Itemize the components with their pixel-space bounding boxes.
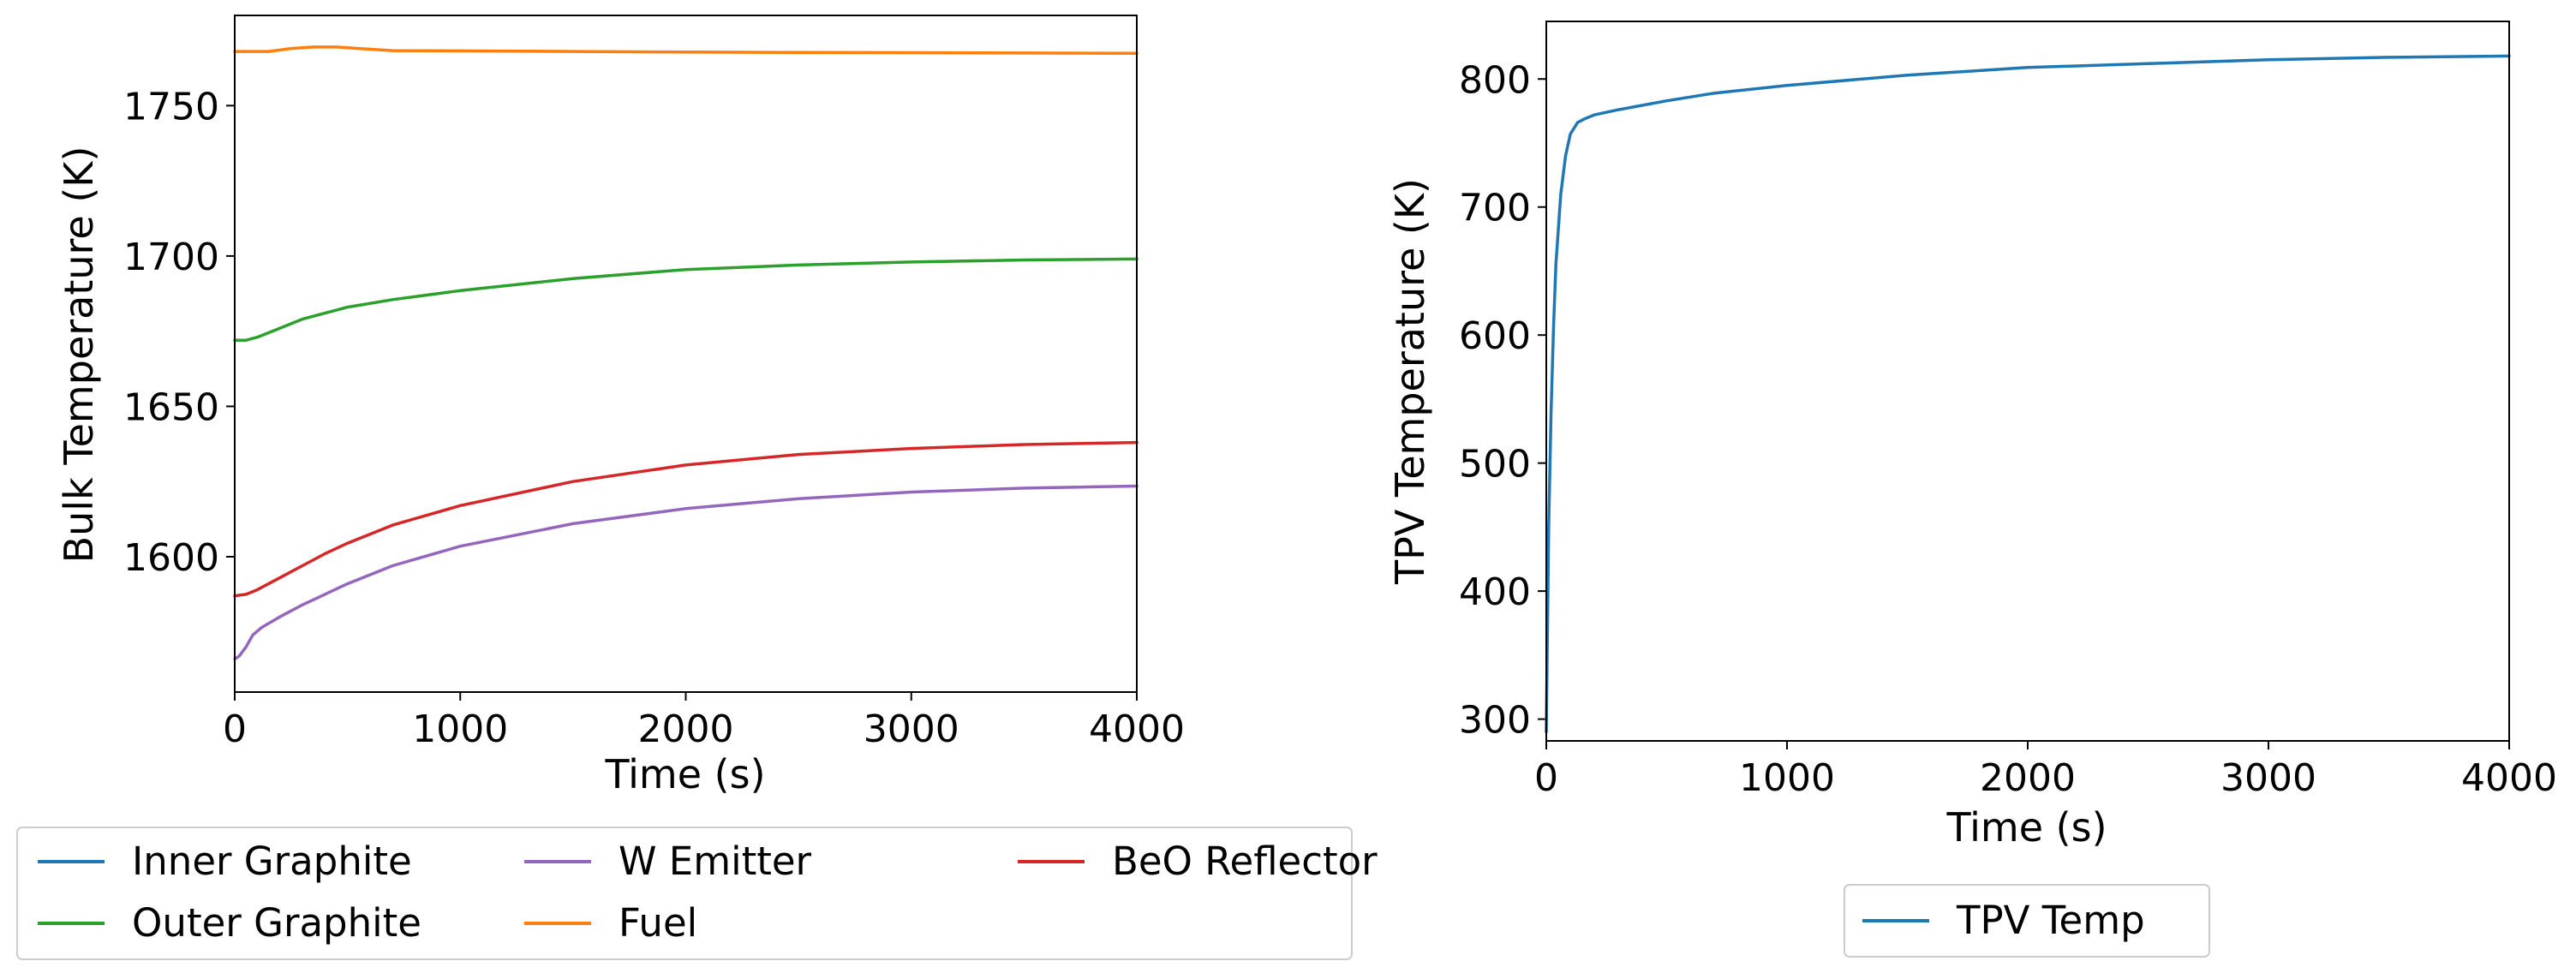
bulk-x-tick-label-3000: 3000	[864, 707, 959, 751]
tpv-y-tick-label-700: 700	[1459, 187, 1531, 230]
tpv-y-tick-label-800: 800	[1459, 58, 1531, 102]
bulk-temperature-x-label: Time (s)	[604, 751, 765, 797]
bulk-temperature-y-label: Bulk Temperature (K)	[56, 146, 102, 564]
bulk-y-tick-label-1600: 1600	[123, 536, 219, 580]
legend-label-outer-graphite: Outer Graphite	[132, 900, 421, 946]
tpv-x-tick-label-3000: 3000	[2220, 756, 2316, 800]
legend-label-inner-graphite: Inner Graphite	[132, 839, 412, 884]
bulk-x-tick-label-2000: 2000	[638, 707, 734, 751]
series-line-w-emitter	[233, 484, 1139, 661]
legend-label-beo-reflector: BeO Reflector	[1112, 839, 1378, 884]
tpv-x-tick-label-0: 0	[1534, 756, 1558, 800]
tpv-x-tick-label-4000: 4000	[2461, 756, 2557, 800]
tpv-temperature-lines	[1545, 54, 2511, 734]
series-line-fuel	[233, 45, 1139, 55]
bulk-x-tick-label-0: 0	[223, 707, 247, 751]
legend-label-tpv-temp: TPV Temp	[1956, 898, 2145, 943]
bulk-y-tick-label-1750: 1750	[123, 85, 219, 128]
bulk-y-tick-label-1650: 1650	[123, 385, 219, 429]
bulk-temperature-legend: Inner Graphite Outer Graphite W Emitter Fue…	[16, 827, 1378, 960]
bulk-temperature-plot-frame	[234, 15, 1138, 693]
tpv-y-tick-label-300: 300	[1459, 699, 1531, 743]
tpv-y-tick-label-400: 400	[1459, 570, 1531, 614]
tpv-x-tick-label-2000: 2000	[1980, 756, 2076, 800]
bulk-x-tick-label-4000: 4000	[1089, 707, 1185, 751]
bulk-temperature-ticks: 0 1000 2000 3000 4000 1600 1650 1700 1750	[123, 85, 1185, 751]
tpv-x-tick-label-1000: 1000	[1739, 756, 1835, 800]
tpv-temperature-y-label: TPV Temperature (K)	[1387, 178, 1433, 585]
series-line-outer-graphite	[233, 257, 1139, 342]
legend-label-fuel: Fuel	[619, 900, 697, 946]
tpv-temperature-x-label: Time (s)	[1945, 804, 2107, 851]
legend-label-w-emitter: W Emitter	[619, 839, 812, 884]
tpv-temperature-legend: TPV Temp	[1844, 884, 2210, 958]
series-line-tpv-temp	[1545, 54, 2511, 734]
tpv-y-tick-label-600: 600	[1459, 314, 1531, 358]
bulk-x-tick-label-1000: 1000	[412, 707, 508, 751]
bulk-temperature-chart: 0 1000 2000 3000 4000 1600 1650 1700 1750 Time (…	[16, 15, 1378, 960]
tpv-legend-box	[1844, 884, 2210, 958]
tpv-temperature-chart: 0 1000 2000 3000 4000 300 400 500 600 700 800 Time…	[1387, 21, 2557, 958]
series-line-beo-reflector	[233, 440, 1139, 598]
tpv-temperature-ticks: 0 1000 2000 3000 4000 300 400 500 600 700 800	[1459, 58, 2557, 800]
tpv-temperature-plot-frame	[1545, 21, 2510, 742]
bulk-temperature-lines	[233, 45, 1139, 661]
tpv-y-tick-label-500: 500	[1459, 443, 1531, 487]
bulk-y-tick-label-1700: 1700	[123, 236, 219, 279]
